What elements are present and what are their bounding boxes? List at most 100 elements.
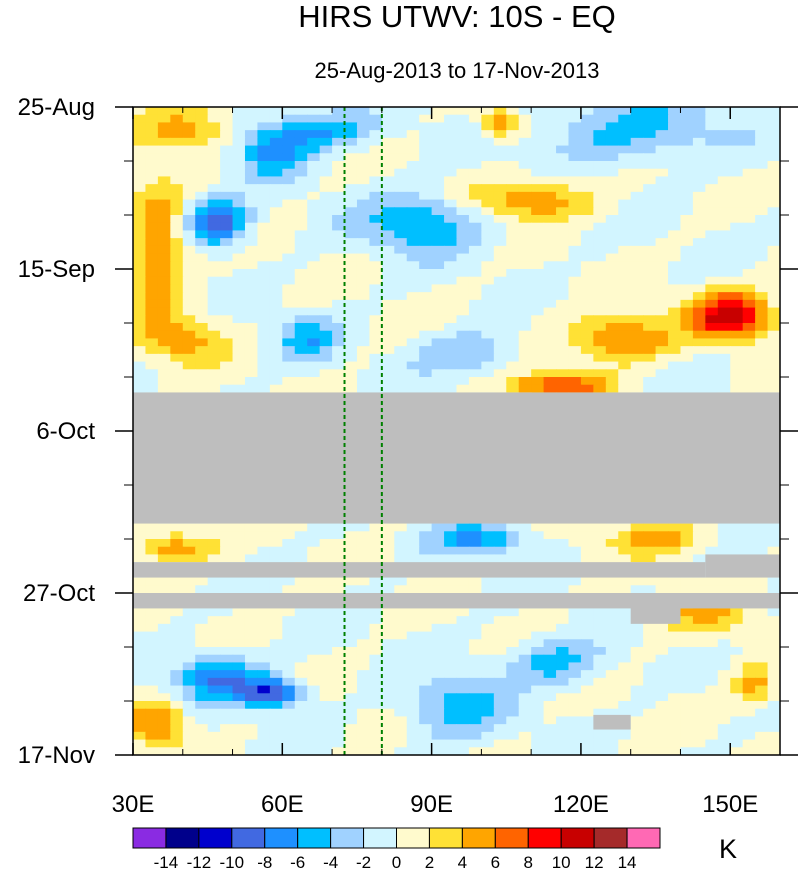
heat-cell [145,238,159,247]
heat-cell [244,685,259,694]
heat-cell [630,253,644,262]
heat-cell [543,353,557,363]
heat-cell [717,215,731,224]
heat-cell [618,269,632,278]
heat-cell [157,153,171,162]
heat-cell [257,523,271,532]
heat-cell [742,377,756,386]
heat-cell [518,546,532,556]
heat-cell [705,245,719,255]
heat-cell [307,323,321,332]
heat-cell [456,377,470,386]
heat-cell [182,261,196,270]
heat-cell [294,222,308,232]
heat-cell [668,184,682,193]
heat-cell [431,353,445,363]
heat-cell [133,338,147,347]
heat-cell [680,739,694,748]
heat-cell [419,338,433,347]
heat-cell [506,276,520,286]
heat-cell [593,747,607,755]
heat-cell [182,662,196,671]
heat-cell [170,677,184,687]
heat-cell [531,284,545,293]
heat-cell [742,654,756,664]
heat-cell [431,585,445,594]
heat-cell [381,369,395,378]
heat-cell [157,647,171,656]
heat-cell [182,377,196,386]
heat-cell [356,107,371,116]
heat-cell [680,531,694,540]
heat-cell [244,384,259,394]
heat-cell [543,176,557,185]
heat-cell [381,245,395,255]
heat-cell [244,708,259,718]
heat-cell [767,616,780,625]
heat-cell [468,315,482,324]
heat-cell [207,616,221,625]
heat-cell [456,145,470,154]
heat-cell [406,191,420,201]
heat-cell [730,662,744,671]
heat-cell [742,323,756,332]
heat-cell [207,130,221,139]
heat-cell [319,639,333,648]
heat-cell [133,384,147,394]
heat-cell [705,731,719,741]
heat-cell [568,377,582,386]
heat-cell [232,338,246,347]
heat-cell [356,261,371,270]
heat-cell [630,299,644,309]
heat-cell [294,523,308,532]
heat-cell [133,261,147,270]
heat-cell [356,639,371,648]
heat-cell [431,631,445,640]
heat-cell [431,292,445,301]
heat-cell [406,207,420,216]
heat-cell [133,523,147,532]
missing-data-band [593,714,631,730]
heat-cell [257,384,271,394]
heat-cell [182,338,196,347]
heat-cell [593,739,607,748]
heat-cell [468,724,482,733]
heat-cell [157,708,171,718]
heat-cell [157,577,171,586]
heat-cell [220,199,234,208]
heat-cell [543,338,557,347]
heat-cell [369,685,383,694]
heat-cell [220,677,234,687]
heat-cell [133,199,147,208]
heat-cell [742,631,756,640]
heat-cell [319,184,333,193]
heat-cell [643,222,657,232]
heat-cell [332,623,346,633]
heat-cell [232,716,246,725]
heat-cell [593,253,607,262]
heat-cell [531,724,545,733]
heat-cell [294,114,308,124]
heat-cell [630,292,644,301]
heat-cell [605,631,619,640]
heat-cell [755,299,769,309]
heat-cell [170,731,184,741]
heat-cell [680,554,694,563]
heat-cell [506,245,520,255]
heat-cell [319,315,333,324]
heat-cell [207,369,221,378]
heat-cell [580,369,594,378]
heat-cell [518,191,532,201]
heat-cell [332,716,346,725]
heat-cell [605,338,619,347]
heat-cell [481,245,495,255]
heat-cell [630,161,644,170]
heat-cell [170,747,184,755]
heat-cell [468,130,482,139]
heat-cell [419,292,433,301]
heat-cell [145,708,159,718]
heat-cell [170,315,184,324]
heat-cell [207,230,221,239]
heat-cell [730,284,744,293]
heat-cell [307,647,321,656]
